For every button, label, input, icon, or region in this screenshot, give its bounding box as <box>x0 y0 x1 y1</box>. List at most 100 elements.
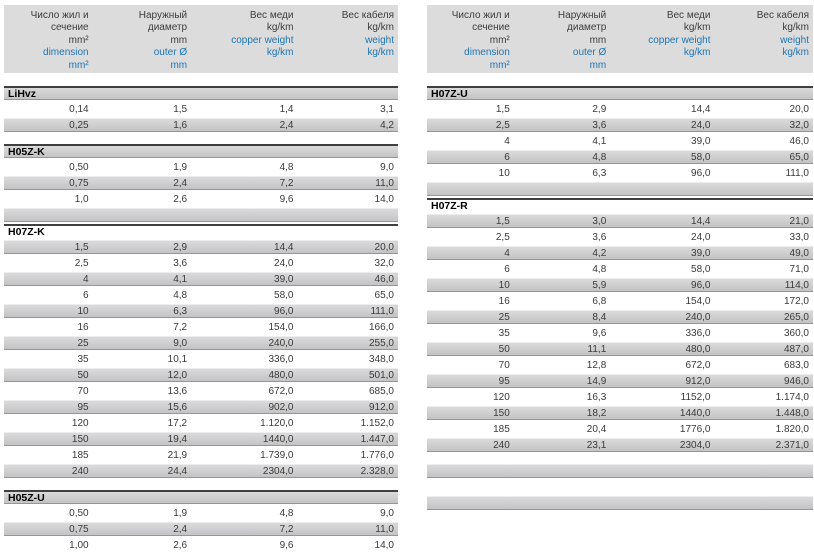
cell: 39,0 <box>691 135 711 147</box>
empty-separator-row <box>427 464 813 478</box>
table-row: 70 12,8 672,0 683,0 <box>427 358 813 372</box>
cell: 5,9 <box>592 279 607 291</box>
cell: 95 <box>498 375 510 387</box>
cell: 9,0 <box>380 161 394 173</box>
cell: 4,8 <box>279 507 294 519</box>
cell: 2304,0 <box>262 465 294 477</box>
table-row: 120 17,2 1.120,0 1.152,0 <box>4 416 398 430</box>
table-block <box>427 496 813 510</box>
cell: 14,9 <box>586 375 607 387</box>
cell: 1,4 <box>279 103 294 115</box>
column-header-ru-line: kg/km <box>367 22 394 34</box>
section-header: H07Z-K <box>4 224 398 238</box>
column-header-ru-line: mm <box>589 34 607 46</box>
cell: 336,0 <box>268 353 294 365</box>
cell: 114,0 <box>784 279 809 291</box>
cell: 120 <box>71 417 89 429</box>
table-row: 185 21,9 1.739,0 1.776,0 <box>4 448 398 462</box>
cell: 11,0 <box>375 523 394 535</box>
cell: 0,50 <box>69 161 89 173</box>
section-header: H05Z-K <box>4 144 398 158</box>
cell: 2304,0 <box>679 439 711 451</box>
cell: 21,0 <box>789 215 809 227</box>
column-header-en-line: mm <box>170 59 188 71</box>
cell: 166,0 <box>368 321 394 333</box>
table-block: H07Z-U 1,5 2,9 14,4 20,0 2,5 3,6 24,0 32,0 4 4,1 39… <box>427 86 813 452</box>
cell: 16,3 <box>586 391 607 403</box>
column-header: Число жил и сечение mm² dimension mm² <box>427 10 516 73</box>
column-header-en-line: copper weight <box>231 34 294 46</box>
column-header-en-line: mm <box>589 59 607 71</box>
cell: 1.820,0 <box>775 423 809 435</box>
cell: 4 <box>504 135 510 147</box>
cell: 6 <box>504 263 510 275</box>
cell: 46,0 <box>789 135 809 147</box>
column-header-en-line: copper weight <box>648 34 711 46</box>
table-row: 0,50 1,9 4,8 9,0 <box>4 160 398 174</box>
cell: 4,1 <box>592 135 607 147</box>
table-block: H05Z-U 0,50 1,9 4,8 9,0 0,75 2,4 7,2 11,0 1,00 2,6… <box>4 490 398 552</box>
cell: 1,5 <box>74 241 89 253</box>
cell: 24,0 <box>274 257 294 269</box>
cell: 65,0 <box>374 289 394 301</box>
cell: 4,8 <box>592 263 607 275</box>
column-header-ru-line: mm² <box>68 34 89 46</box>
table-row: 6 4,8 58,0 71,0 <box>427 262 813 276</box>
table-row: 150 19,4 1440,0 1.447,0 <box>4 432 398 446</box>
cell: 0,50 <box>69 507 89 519</box>
cell: 120 <box>493 391 510 403</box>
section-label: H07Z-K <box>8 226 45 238</box>
cell: 46,0 <box>374 273 394 285</box>
column-header-ru-line: Вес меди <box>666 10 711 21</box>
column-header-en-line: dimension <box>464 47 510 59</box>
cell: 1.776,0 <box>360 449 394 461</box>
cell: 7,2 <box>279 177 294 189</box>
empty-separator-row <box>4 208 398 222</box>
column-header: Вес меди kg/km copper weight kg/km <box>612 10 716 73</box>
cell: 150 <box>493 407 510 419</box>
cell: 50 <box>77 369 89 381</box>
cell: 14,4 <box>691 103 711 115</box>
cell: 96,0 <box>691 167 711 179</box>
cell: 2,9 <box>173 241 188 253</box>
cell: 4,2 <box>380 119 394 131</box>
cell: 58,0 <box>691 263 711 275</box>
column-headers: Число жил и сечение mm² dimension mm² Наружны… <box>427 5 813 73</box>
cell: 1,6 <box>173 119 188 131</box>
cell: 96,0 <box>274 305 294 317</box>
empty-separator-row <box>427 496 813 510</box>
table-row: 95 14,9 912,0 946,0 <box>427 374 813 388</box>
table-row: 1,5 3,0 14,4 21,0 <box>427 214 813 228</box>
cell: 1776,0 <box>679 423 711 435</box>
cell: 21,9 <box>167 449 188 461</box>
cell: 65,0 <box>789 151 809 163</box>
table-row: 1,0 2,6 9,6 14,0 <box>4 192 398 206</box>
cell: 15,6 <box>167 401 188 413</box>
cell: 3,0 <box>592 215 607 227</box>
table-row: 35 9,6 336,0 360,0 <box>427 326 813 340</box>
table-row: 1,5 2,9 14,4 20,0 <box>4 240 398 254</box>
column-header-en-line: kg/km <box>266 47 294 59</box>
column-header-en-line: mm² <box>489 59 510 71</box>
cell: 912,0 <box>685 375 711 387</box>
table-row: 50 12,0 480,0 501,0 <box>4 368 398 382</box>
column-header-ru-line: Наружный <box>138 10 188 21</box>
cell: 18,2 <box>586 407 607 419</box>
cell: 39,0 <box>274 273 294 285</box>
table-row: 0,75 2,4 7,2 11,0 <box>4 176 398 190</box>
table-row: 16 7,2 154,0 166,0 <box>4 320 398 334</box>
table-row: 0,75 2,4 7,2 11,0 <box>4 522 398 536</box>
cell: 14,4 <box>274 241 294 253</box>
cell: 185 <box>493 423 510 435</box>
cell: 1,5 <box>495 215 510 227</box>
cell: 2,4 <box>173 523 188 535</box>
cell: 902,0 <box>268 401 294 413</box>
section-header: H07Z-U <box>427 86 813 100</box>
cell: 1.152,0 <box>360 417 394 429</box>
table-row: 95 15,6 902,0 912,0 <box>4 400 398 414</box>
cell: 1.739,0 <box>260 449 294 461</box>
cell: 9,0 <box>173 337 188 349</box>
section-label: H05Z-U <box>8 491 45 504</box>
cell: 240 <box>493 439 510 451</box>
